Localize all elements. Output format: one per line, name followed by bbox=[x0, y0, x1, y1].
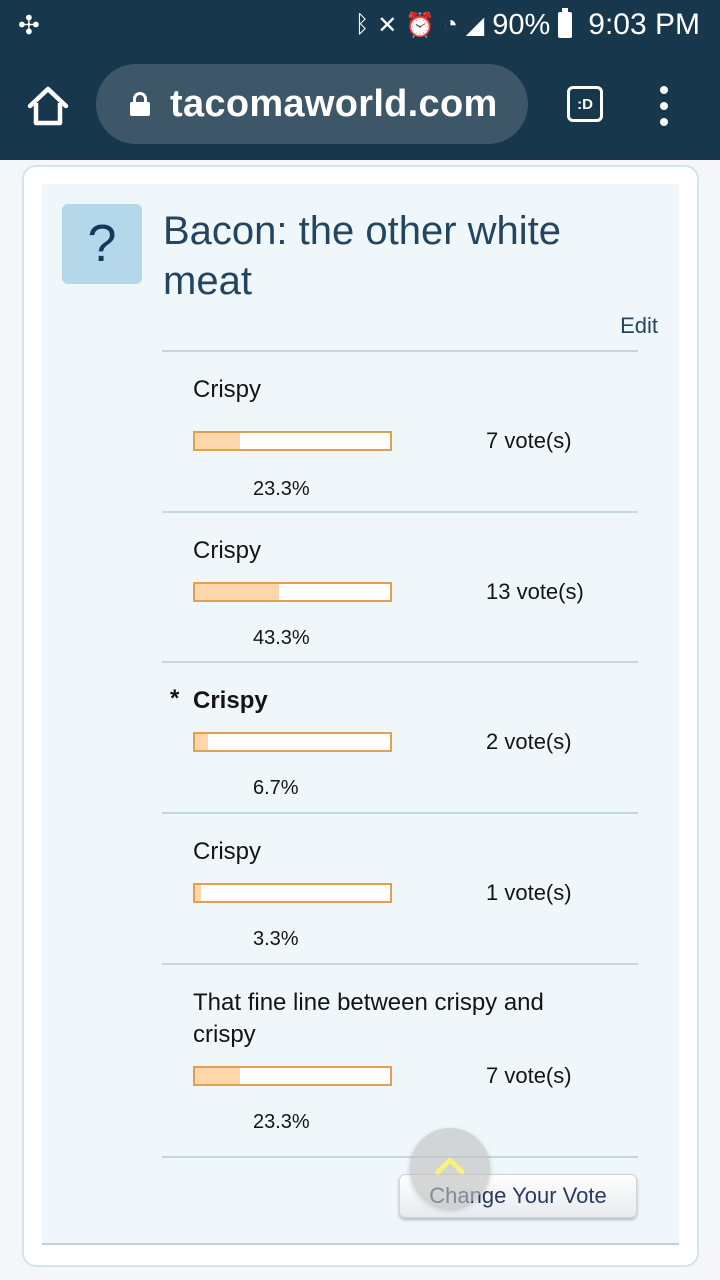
vote-count: 7 vote(s) bbox=[486, 1063, 572, 1088]
status-bar: ✣ ᛒ ✕ ⏰ ◔ ◢ 90% 9:03 PM bbox=[0, 0, 720, 52]
vote-percent: 23.3% bbox=[253, 1111, 310, 1133]
alarm-icon: ⏰ bbox=[405, 11, 436, 39]
browser-toolbar: tacomaworld.com :D bbox=[0, 52, 720, 160]
option-label: That fine line between crispy and crispy bbox=[193, 989, 544, 1048]
tab-switcher-button[interactable]: :D bbox=[567, 86, 603, 122]
url-text: tacomaworld.com bbox=[170, 82, 498, 125]
vote-bar bbox=[193, 1066, 392, 1086]
vote-bar bbox=[193, 431, 392, 451]
vote-bar-fill bbox=[195, 584, 280, 600]
vote-bar-fill bbox=[195, 1068, 241, 1084]
vote-bar bbox=[193, 732, 392, 752]
bluetooth-icon: ᛒ bbox=[354, 11, 370, 38]
wifi-icon: ◔ bbox=[443, 11, 458, 38]
vote-count: 13 vote(s) bbox=[486, 579, 584, 604]
battery-percentage: 90% bbox=[492, 8, 551, 41]
vote-percent: 6.7% bbox=[253, 777, 299, 799]
vote-bar-fill bbox=[195, 433, 241, 449]
lock-icon bbox=[130, 92, 150, 116]
poll-option: Crispy 7 vote(s) 23.3% bbox=[162, 350, 638, 512]
home-icon bbox=[27, 86, 69, 126]
status-icons: ᛒ ✕ ⏰ ◔ ◢ 90% 9:03 PM bbox=[355, 8, 700, 42]
poll-option: Crispy 13 vote(s) 43.3% bbox=[162, 511, 638, 663]
scroll-to-top-button[interactable] bbox=[410, 1128, 490, 1208]
poll-option: Crispy 1 vote(s) 3.3% bbox=[162, 812, 638, 964]
option-label: Crispy bbox=[193, 537, 262, 564]
address-bar[interactable]: tacomaworld.com bbox=[96, 64, 528, 144]
vote-percent: 23.3% bbox=[253, 478, 310, 500]
vote-percent: 3.3% bbox=[253, 928, 299, 950]
option-label: Crispy bbox=[193, 376, 262, 403]
overflow-menu-button[interactable] bbox=[654, 86, 674, 126]
signal-icon: ◢ bbox=[465, 11, 485, 39]
vote-count: 1 vote(s) bbox=[486, 880, 572, 905]
vote-bar bbox=[193, 582, 392, 602]
vote-percent: 43.3% bbox=[253, 627, 310, 649]
divider bbox=[42, 1243, 679, 1245]
vote-count: 2 vote(s) bbox=[486, 729, 572, 754]
question-icon: ? bbox=[62, 204, 142, 284]
option-label: Crispy bbox=[193, 687, 268, 714]
clock: 9:03 PM bbox=[588, 8, 700, 41]
selected-marker: * bbox=[170, 685, 180, 712]
option-label: Crispy bbox=[193, 838, 262, 865]
poll-option: That fine line between crispy and crispy… bbox=[162, 963, 638, 1158]
mute-icon: ✕ bbox=[377, 11, 398, 39]
poll-title: Bacon: the other white meat bbox=[163, 209, 562, 303]
home-button[interactable] bbox=[22, 80, 74, 132]
poll-option-selected: * Crispy 2 vote(s) 6.7% bbox=[162, 661, 638, 813]
vote-bar-fill bbox=[195, 734, 209, 750]
no-notifications-icon: ✣ bbox=[18, 10, 40, 40]
vote-bar-fill bbox=[195, 885, 202, 901]
battery-icon bbox=[558, 8, 573, 38]
chevron-up-icon bbox=[435, 1157, 465, 1175]
vote-bar bbox=[193, 883, 392, 903]
vote-count: 7 vote(s) bbox=[486, 428, 572, 453]
edit-link[interactable]: Edit bbox=[620, 313, 658, 338]
